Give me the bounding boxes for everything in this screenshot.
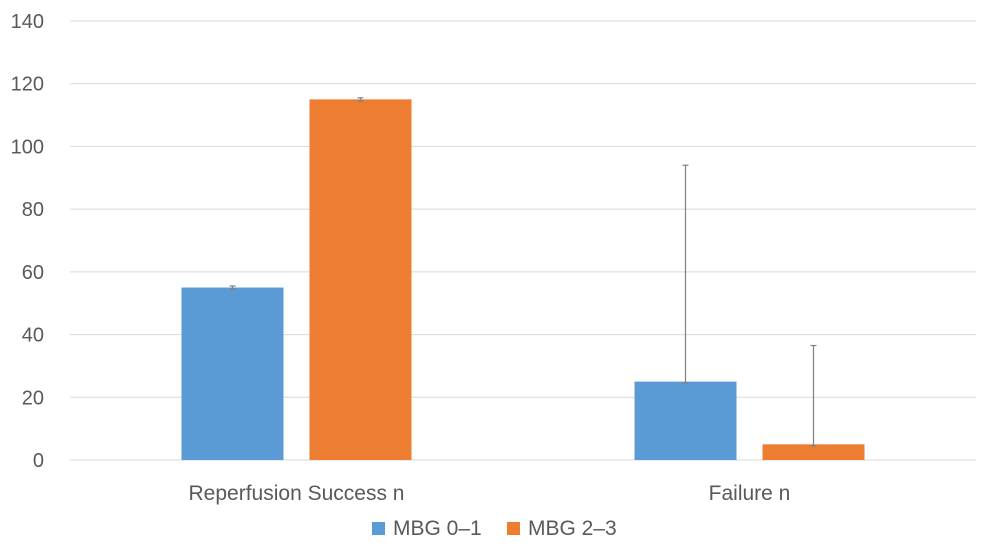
legend-label-mbg-2-3: MBG 2–3 — [528, 517, 617, 540]
y-tick-label-140: 140 — [11, 11, 44, 33]
y-tick-label-0: 0 — [33, 450, 44, 472]
x-axis-category-labels: Reperfusion Success n Failure n — [189, 482, 791, 505]
bars — [181, 99, 865, 461]
legend: MBG 0–1 MBG 2–3 — [372, 517, 617, 540]
y-tick-label-20: 20 — [22, 387, 44, 409]
x-category-label-failure: Failure n — [709, 482, 791, 505]
error-bars — [229, 97, 817, 447]
y-axis-tick-labels: 0 20 40 60 80 100 120 140 — [11, 11, 44, 472]
y-tick-label-80: 80 — [22, 199, 44, 221]
legend-swatch-mbg-2-3 — [507, 522, 520, 535]
bar-mbg-2-3-failure — [762, 444, 865, 460]
y-tick-label-60: 60 — [22, 262, 44, 284]
legend-swatch-mbg-0-1 — [372, 522, 385, 535]
y-tick-label-100: 100 — [11, 136, 44, 158]
legend-label-mbg-0-1: MBG 0–1 — [393, 517, 482, 540]
y-tick-label-120: 120 — [11, 74, 44, 96]
bar-mbg-2-3-reperfusion-success — [309, 99, 412, 461]
y-tick-label-40: 40 — [22, 325, 44, 347]
x-category-label-reperfusion-success: Reperfusion Success n — [189, 482, 405, 505]
bar-mbg-0-1-reperfusion-success — [181, 287, 284, 460]
bar-mbg-0-1-failure — [634, 381, 737, 460]
